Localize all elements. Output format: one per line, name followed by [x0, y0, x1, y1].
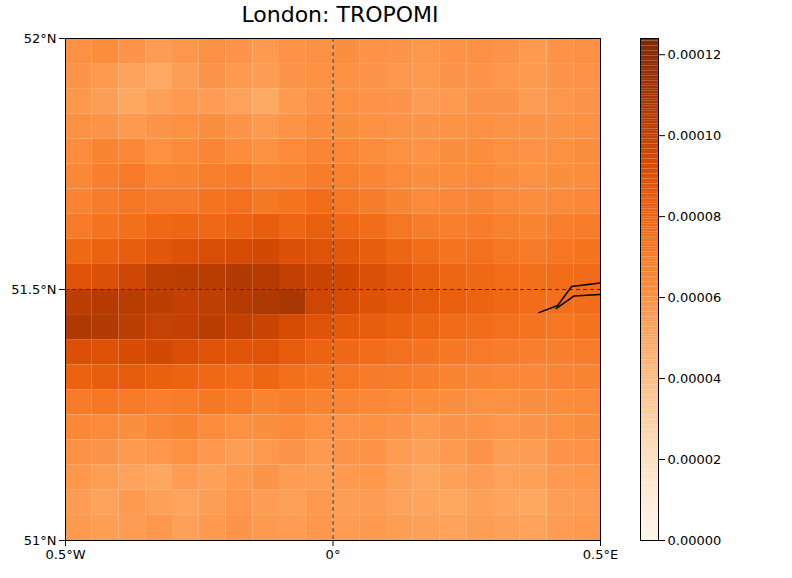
svg-text:51.5°N: 51.5°N	[11, 282, 56, 297]
svg-text:0.00006: 0.00006	[668, 290, 722, 305]
svg-text:51°N: 51°N	[24, 533, 57, 548]
svg-text:0.5°E: 0.5°E	[583, 547, 618, 562]
svg-text:0.00012: 0.00012	[668, 47, 722, 62]
svg-text:0°: 0°	[326, 547, 341, 562]
svg-text:0.00002: 0.00002	[668, 452, 722, 467]
svg-text:0.00000: 0.00000	[668, 533, 722, 548]
svg-text:0.00004: 0.00004	[668, 371, 722, 386]
svg-text:0.5°W: 0.5°W	[45, 547, 85, 562]
svg-text:0.00008: 0.00008	[668, 209, 722, 224]
svg-text:52°N: 52°N	[24, 31, 57, 46]
svg-text:0.00010: 0.00010	[668, 128, 722, 143]
html-text:London: TROPOMI: London: TROPOMI	[241, 2, 439, 27]
